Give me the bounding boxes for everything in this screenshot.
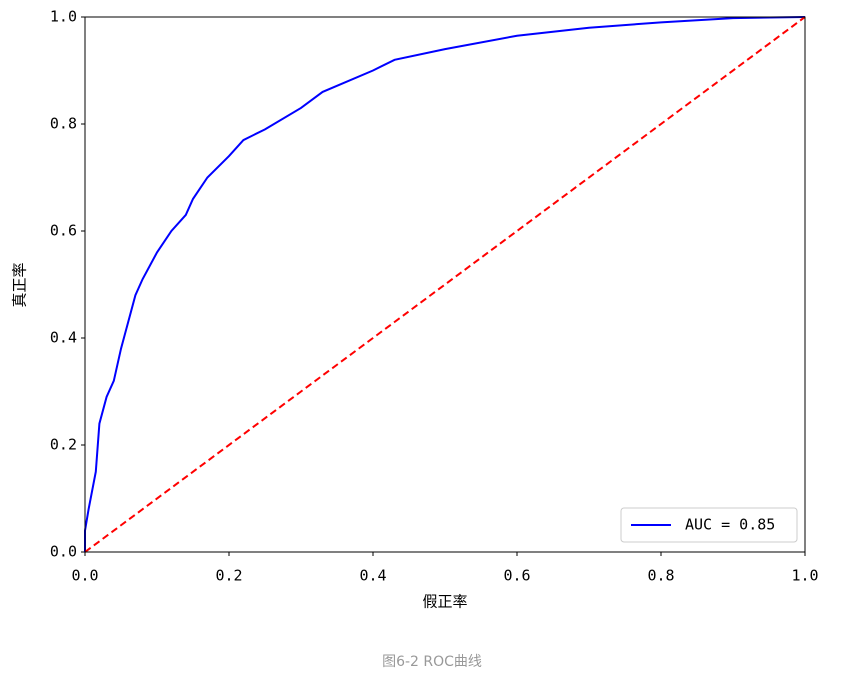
x-tick-label: 0.6 [503,567,530,585]
roc-line [84,16,806,553]
x-tick-label: 0.2 [215,567,242,585]
y-tick-label: 0.4 [50,329,77,347]
x-tick-label: 1.0 [791,567,818,585]
x-tick-label: 0.0 [71,567,98,585]
legend-label: AUC = 0.85 [685,516,775,534]
x-tick-label: 0.4 [359,567,386,585]
y-tick-label: 0.2 [50,436,77,454]
y-tick-label: 0.0 [50,543,77,561]
plot-frame [84,16,806,553]
x-axis-label: 假正率 [422,593,467,611]
y-axis-label: 真正率 [11,262,29,307]
legend-box [620,507,798,543]
caption: 图6-2 ROC曲线 [382,654,482,670]
x-tick-label: 0.8 [647,567,674,585]
y-tick-label: 0.8 [50,115,77,133]
y-tick-label: 1.0 [50,8,77,26]
y-tick-label: 0.6 [50,222,77,240]
roc-line [84,16,806,552]
